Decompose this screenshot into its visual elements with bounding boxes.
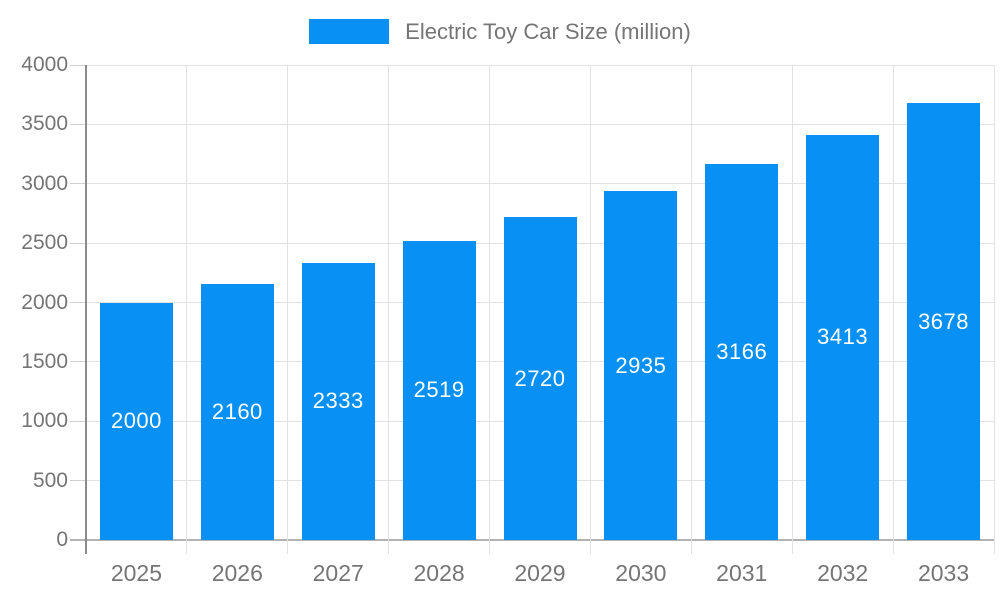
x-axis-label: 2029 (514, 560, 566, 586)
y-axis-tick (70, 480, 86, 482)
chart-legend-item[interactable]: Electric Toy Car Size (million) (0, 19, 1000, 44)
y-axis-tick (70, 64, 86, 66)
bar-2031[interactable]: 3166 (705, 164, 779, 540)
bar-value-label: 2160 (211, 398, 263, 424)
y-axis-tick-label: 1000 (21, 409, 68, 433)
y-axis-tick-label: 4000 (21, 53, 68, 76)
y-axis-tick-label: 3000 (21, 171, 68, 195)
bar-2032[interactable]: 3413 (806, 134, 880, 540)
bar-value-label: 2720 (514, 365, 566, 391)
y-axis-tick (70, 302, 86, 303)
bar-2025[interactable]: 2000 (99, 302, 173, 540)
y-axis-tick (70, 183, 86, 185)
y-gridline (86, 64, 994, 66)
bar-2029[interactable]: 2720 (503, 217, 577, 540)
y-axis-tick-label: 0 (56, 528, 68, 551)
bar-value-label: 3413 (817, 324, 869, 350)
y-axis-tick-label: 2000 (21, 290, 68, 314)
y-axis-tick (70, 361, 86, 363)
x-axis-label: 2026 (211, 560, 263, 586)
x-axis-label: 2033 (917, 560, 970, 586)
y-axis-tick-label: 3500 (21, 112, 68, 136)
legend-swatch-icon (309, 19, 390, 44)
bar-value-label: 3678 (918, 308, 970, 334)
x-gridline (186, 65, 188, 554)
bar-value-label: 3166 (716, 339, 768, 364)
x-gridline (287, 65, 289, 554)
y-axis-tick (70, 123, 86, 125)
y-axis-tick-label: 2500 (21, 231, 68, 255)
bar-value-label: 2519 (413, 377, 465, 403)
y-axis-line (85, 65, 87, 554)
bar-value-label: 2333 (312, 388, 364, 414)
x-axis-label: 2031 (716, 560, 768, 586)
bar-2026[interactable]: 2160 (200, 283, 274, 540)
x-gridline (388, 65, 390, 554)
bar-2027[interactable]: 2333 (301, 262, 375, 540)
x-gridline (892, 65, 894, 554)
bar-value-label: 2000 (110, 408, 162, 434)
y-gridline (86, 123, 994, 125)
y-gridline (86, 183, 994, 185)
x-gridline (690, 65, 692, 554)
y-axis-tick-label: 500 (32, 468, 68, 492)
x-gridline (589, 65, 591, 554)
x-gridline (489, 65, 491, 554)
x-axis-line (70, 539, 994, 541)
bar-2033[interactable]: 3678 (907, 103, 981, 540)
x-axis-label: 2030 (615, 560, 667, 586)
bar-2030[interactable]: 2935 (604, 191, 678, 540)
y-axis-tick (70, 242, 86, 244)
x-axis-label: 2025 (110, 560, 163, 586)
x-gridline (993, 65, 995, 554)
x-axis-label: 2032 (817, 560, 869, 586)
bar-value-label: 2935 (615, 352, 667, 378)
y-axis-tick-label: 1500 (21, 349, 68, 373)
x-axis-label: 2027 (312, 560, 364, 586)
x-gridline (791, 65, 793, 554)
x-axis-label: 2028 (413, 560, 465, 586)
y-axis-tick (70, 420, 86, 422)
legend-label: Electric Toy Car Size (million) (405, 18, 691, 44)
bar-2028[interactable]: 2519 (402, 240, 476, 540)
